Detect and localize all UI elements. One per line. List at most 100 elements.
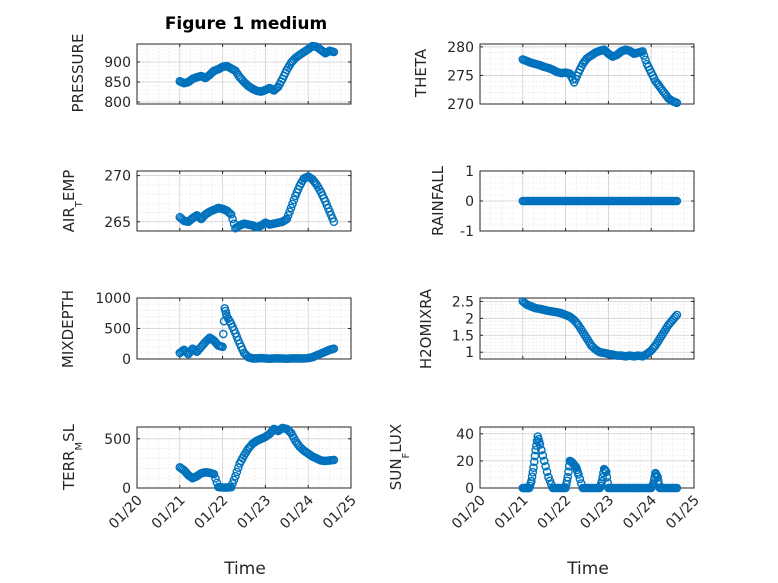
data-point [219,329,228,339]
ytick-label: 0 [122,352,131,368]
panel-2-frame [479,43,695,105]
xlabel-right: Time [566,559,609,579]
ylabel-air-temp-sub: T [74,200,85,208]
ylabel-terr-msl-part-1: TERR [60,451,78,492]
ytick-label: 275 [447,68,474,84]
data-point [211,474,220,483]
data-point [232,68,242,78]
ylabel-h2omixra: H2OMIXRA [417,288,435,369]
data-point [562,476,572,486]
xtick-label: 01/22 [535,493,575,533]
panel-3-frame [136,170,352,232]
ytick-label: -1 [460,224,474,240]
ylabel-sun-flux-part-2: LUX [387,424,405,453]
data-point [529,463,538,472]
ytick-label: 270 [104,169,131,185]
data-point [564,467,573,477]
panel-3: 265 270 [104,169,352,233]
data-point [672,483,682,493]
data-point [541,462,550,471]
ytick-label: 1 [465,345,474,361]
xtick-label: 01/23 [577,493,617,533]
ytick-label: 265 [104,215,131,231]
data-point [601,467,611,477]
data-point [209,469,219,479]
data-point [531,445,540,455]
data-point [563,472,573,482]
ytick-label: 850 [104,75,131,91]
data-point [539,456,549,466]
xtick-label: 01/25 [663,493,703,533]
panel-8: 0 20 40 01/20 01/21 01/22 01/23 01/24 01/25 [449,426,703,533]
data-point [286,203,296,213]
ylabel-sun-flux: SUNFLUX [387,424,412,490]
data-point [602,472,612,482]
data-point [226,210,236,219]
data-point [638,47,647,56]
xtick-label: 01/21 [149,493,189,533]
data-point [671,312,680,321]
xtick-label: 01/24 [277,492,317,532]
data-point [542,467,552,477]
ytick-label: 1.5 [452,328,474,344]
ytick-label: 0 [122,481,131,497]
ylabel-air-temp-part-2: EMP [60,170,78,201]
ylabel-terr-msl-sub: M [74,442,85,451]
xtick-label: 01/22 [192,493,232,533]
data-point [672,196,682,206]
data-point [218,342,227,352]
xtick-label: 01/21 [492,493,532,533]
data-point [535,440,545,449]
ytick-label: 2 [465,311,474,327]
panel-6-frame [479,297,695,360]
data-point [289,195,299,205]
panel-5: 0 500 1000 [95,291,352,368]
data-point [231,471,240,481]
ytick-label: 1 [465,164,474,180]
data-point [232,467,242,477]
data-point [575,474,585,484]
data-point [329,455,339,465]
ytick-label: 40 [456,427,474,443]
data-point [537,445,546,455]
ytick-label: 270 [447,97,474,113]
data-point [329,344,339,353]
data-point [228,214,237,224]
panel-7: 0 500 01/20 01/21 01/22 01/23 01/24 01/25 [104,423,360,533]
xlabel-left: Time [223,559,266,579]
xtick-label: 01/20 [106,493,146,533]
ytick-label: 2.5 [452,294,474,310]
data-point [288,199,297,209]
ytick-label: 500 [104,322,131,338]
ytick-label: 0 [465,481,474,497]
ytick-label: 900 [104,55,131,71]
data-point [672,310,682,320]
figure-title: Figure 1 medium [165,14,327,34]
ytick-label: 800 [104,95,131,111]
panel-7-frame [136,426,352,489]
panel-1-frame [136,43,352,105]
ylabel-theta: THETA [412,48,430,98]
data-point [574,470,583,479]
xtick-label: 01/23 [234,493,274,533]
panel-2: 270 275 280 [447,40,695,113]
data-point [639,51,649,60]
data-point [527,472,537,482]
ytick-label: 500 [104,432,131,448]
panel-4: -1 0 1 [460,164,695,240]
xtick-label: 01/24 [620,492,660,532]
data-point [527,476,536,486]
ytick-label: 20 [456,454,474,470]
ylabel-sun-flux-sub: F [401,452,412,458]
ytick-label: 0 [465,194,474,210]
data-point [528,467,538,477]
ylabel-rainfall: RAINFALL [429,165,447,236]
data-point [672,98,682,108]
ylabel-terr-msl: TERRMSL [60,423,85,491]
data-point [329,47,339,57]
ytick-label: 1000 [95,291,131,307]
ytick-label: 280 [447,40,474,56]
xtick-label: 01/20 [449,493,489,533]
data-point [231,66,240,76]
